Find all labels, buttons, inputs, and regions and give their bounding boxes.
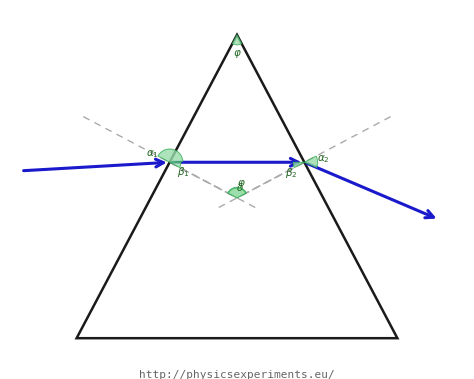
Polygon shape (232, 35, 242, 45)
Polygon shape (170, 162, 181, 168)
Polygon shape (158, 149, 183, 162)
Text: $\delta$: $\delta$ (236, 181, 244, 193)
Polygon shape (228, 187, 246, 198)
Text: $\varphi$: $\varphi$ (237, 178, 246, 190)
Polygon shape (228, 188, 246, 198)
Polygon shape (293, 162, 304, 168)
Text: http://physicsexperiments.eu/: http://physicsexperiments.eu/ (139, 370, 335, 379)
Polygon shape (304, 156, 318, 168)
Text: $\beta_2$: $\beta_2$ (285, 166, 297, 180)
Text: $\alpha_1$: $\alpha_1$ (146, 149, 159, 160)
Text: $\alpha_2$: $\alpha_2$ (317, 153, 330, 164)
Text: $\beta_1$: $\beta_1$ (177, 165, 189, 179)
Text: $\varphi$: $\varphi$ (233, 48, 241, 60)
